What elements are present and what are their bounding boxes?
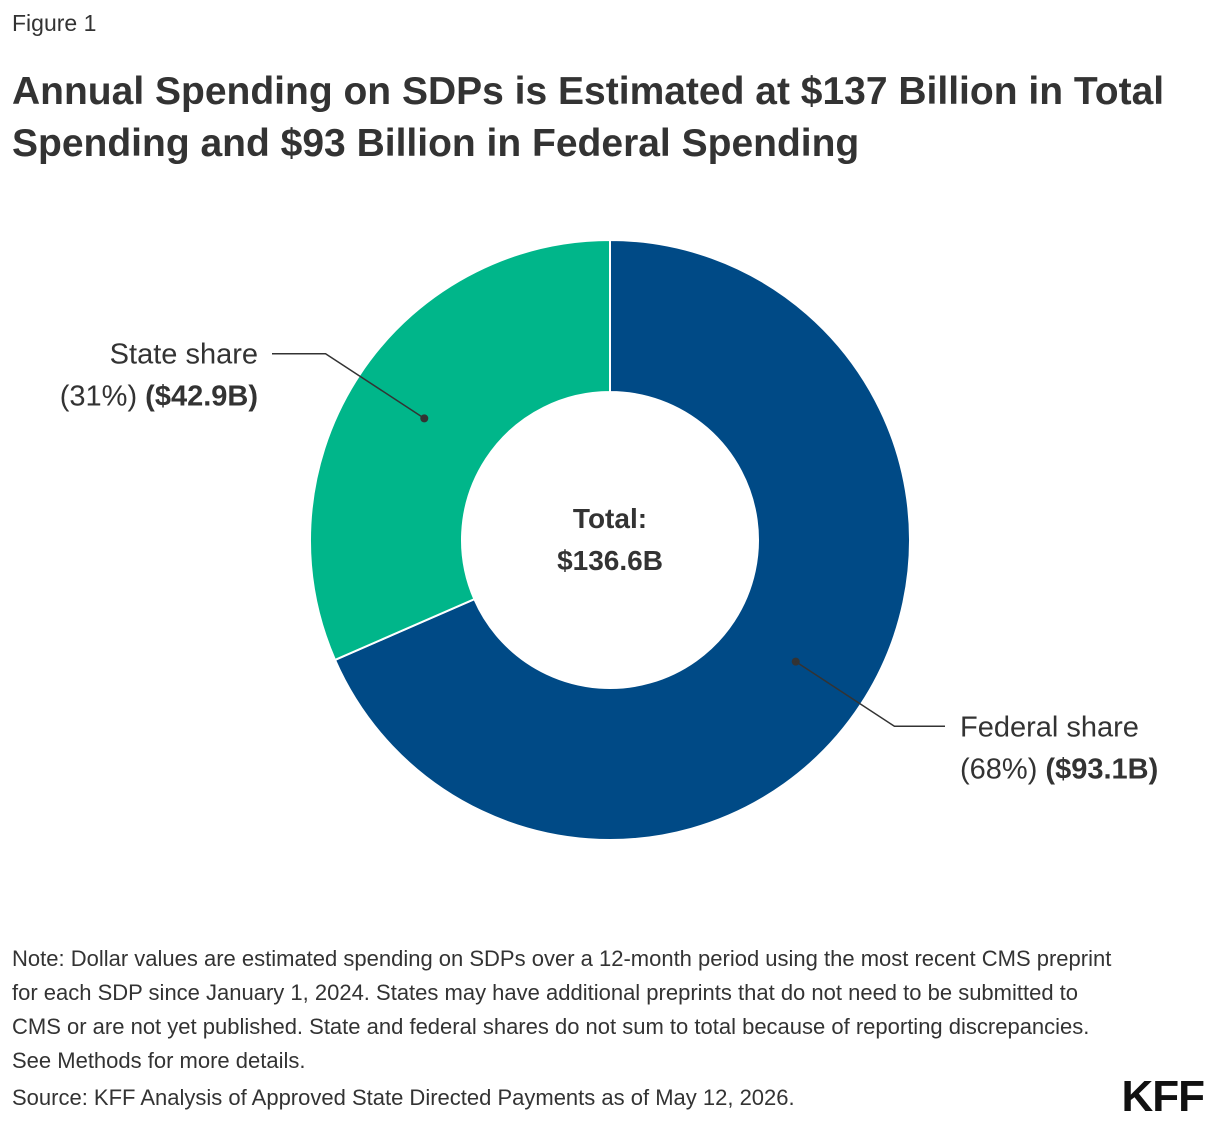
leader-line-state-share: [272, 352, 425, 420]
center-total-label: Total:: [573, 503, 647, 534]
slice-label-state-share: State share: [110, 339, 258, 371]
slice-value-state-share: (31%) ($42.9B): [60, 381, 258, 413]
chart-source: Source: KFF Analysis of Approved State D…: [12, 1085, 795, 1110]
slice-percent-federal-share: (68%): [960, 753, 1045, 785]
slice-percent-state-share: (31%): [60, 381, 145, 413]
chart-note: Note: Dollar values are estimated spendi…: [12, 946, 1112, 1073]
kff-logo: KFF: [1121, 1072, 1205, 1121]
leader-dot-federal-share: [791, 657, 800, 666]
slice-state-share: [309, 238, 611, 662]
donut-chart: Total: $136.6B Federal share (68%) ($93.1B)…: [60, 238, 1159, 841]
chart-title: Annual Spending on SDPs is Estimated at …: [12, 70, 1165, 165]
labels-group: Total: $136.6B Federal share (68%) ($93.1B)…: [60, 339, 1159, 786]
slice-federal-share: [333, 238, 911, 841]
slice-dollar-federal-share: ($93.1B): [1045, 753, 1158, 785]
leader-line-federal-share: [795, 660, 945, 728]
slice-label-federal-share: Federal share: [960, 711, 1139, 743]
slices-group: [309, 238, 911, 841]
figure-label: Figure 1: [12, 10, 97, 36]
slice-dollar-state-share: ($42.9B): [145, 381, 258, 413]
center-total-value: $136.6B: [557, 545, 663, 576]
slice-value-federal-share: (68%) ($93.1B): [960, 753, 1158, 785]
